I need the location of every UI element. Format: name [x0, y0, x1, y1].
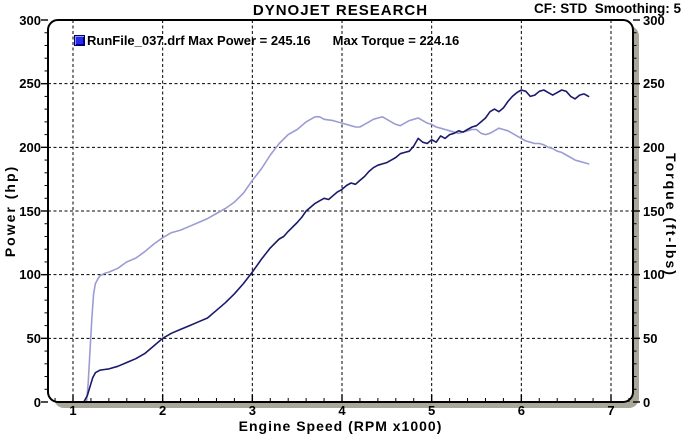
- power-curve: [83, 89, 590, 401]
- torque-axis-tick-label: 200: [643, 139, 665, 155]
- power-axis-tick-label: 200: [19, 139, 41, 155]
- power-axis-tick-label: 300: [19, 12, 41, 28]
- rpm-axis-tick-label: 2: [159, 403, 167, 418]
- rpm-axis-tick-label: 1: [69, 403, 77, 418]
- power-axis-tick-label: 100: [19, 267, 41, 283]
- power-axis-tick-label: 250: [19, 76, 41, 92]
- rpm-axis-tick-label: 3: [248, 403, 256, 418]
- rpm-axis-tick-label: 6: [517, 403, 525, 418]
- chart-title: DYNOJET RESEARCH: [252, 2, 429, 19]
- torque-axis-tick-label: 150: [643, 203, 665, 219]
- torque-axis-tick-label: 50: [643, 330, 658, 346]
- rpm-axis-tick-label: 5: [428, 403, 436, 418]
- power-axis-tick-label: 0: [33, 394, 41, 410]
- rpm-axis-tick-label: 7: [607, 403, 615, 418]
- rpm-axis-tick-label: 4: [338, 403, 346, 418]
- run-file-swatch-icon: [74, 35, 85, 46]
- torque-axis-tick-label: 100: [643, 267, 665, 283]
- torque-curve: [85, 116, 590, 401]
- torque-axis-tick-label: 250: [643, 76, 665, 92]
- power-axis-tick-label: 50: [26, 330, 41, 346]
- torque-axis-tick-label: 0: [643, 394, 651, 410]
- rpm-axis-title: Engine Speed (RPM x1000): [238, 418, 443, 434]
- legend-max-torque: Max Torque = 224.16: [332, 33, 460, 48]
- legend-run-file-max-power: RunFile_037.drf Max Power = 245.16: [87, 33, 311, 48]
- correction-smoothing-status: CF: STD Smoothing: 5: [534, 1, 681, 16]
- torque-axis-tick-label: 300: [643, 12, 665, 28]
- torque-axis-title: Torque (ft-lbs): [663, 153, 679, 277]
- legend: RunFile_037.drf Max Power = 245.16 Max T…: [74, 33, 459, 48]
- power-axis-tick-label: 150: [19, 203, 41, 219]
